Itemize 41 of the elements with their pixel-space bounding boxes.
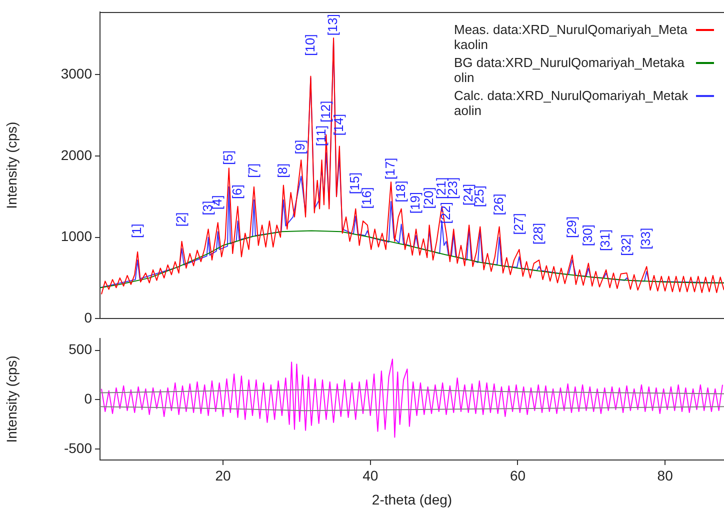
annotation: [2] <box>173 212 188 227</box>
x-tick-label: 40 <box>362 467 378 484</box>
annotation: [6] <box>229 184 244 200</box>
annotation: [28] <box>530 222 546 245</box>
y-tick-label: 0 <box>84 390 92 407</box>
annotation: [8] <box>275 163 290 178</box>
annotation: [27] <box>510 213 526 235</box>
y-tick-label: 1000 <box>60 228 92 244</box>
x-tick-label: 20 <box>215 467 232 484</box>
annotation: [26] <box>490 194 506 216</box>
annotation: [1] <box>129 224 144 238</box>
legend-label: Meas. data:XRD_NurulQomariyah_Metakaolin <box>454 22 688 52</box>
annotation: [31] <box>598 229 613 252</box>
y-tick-label: 500 <box>68 341 92 358</box>
annotation: [15] <box>347 172 362 194</box>
annotation: [18] <box>392 180 408 202</box>
y-tick-label: 0 <box>84 309 92 326</box>
annotation: [10] <box>302 34 318 56</box>
annotation: [29] <box>564 216 579 238</box>
annotation: [9] <box>292 140 308 154</box>
y-tick-label: 3000 <box>60 65 92 82</box>
y-axis-title: Intensity (cps) <box>3 122 20 209</box>
annotation: [19] <box>408 192 423 214</box>
annotation: [17] <box>382 158 398 180</box>
y-tick-label: -500 <box>64 440 92 456</box>
annotation: [11] <box>313 125 328 146</box>
y-axis-title: Intensity (cps) <box>3 356 20 443</box>
annotation: [30] <box>580 224 596 246</box>
y-tick-label: 2000 <box>60 146 92 163</box>
legend-label: BG data:XRD_NurulQomariyah_Metakaolin <box>454 55 686 85</box>
legend-label: Calc. data:XRD_NurulQomariyah_Metakaolin <box>454 88 690 118</box>
x-axis-title: 2-theta (deg) <box>372 491 452 508</box>
annotation: [7] <box>246 163 261 178</box>
x-tick-label: 80 <box>657 467 674 484</box>
annotation: [32] <box>618 234 634 256</box>
x-tick-label: 60 <box>510 467 526 484</box>
annotation: [5] <box>220 150 236 165</box>
annotation: [13] <box>325 14 340 36</box>
annotation: [33] <box>638 228 654 250</box>
annotation: [12] <box>318 100 333 122</box>
annotation: [22] <box>438 202 453 224</box>
